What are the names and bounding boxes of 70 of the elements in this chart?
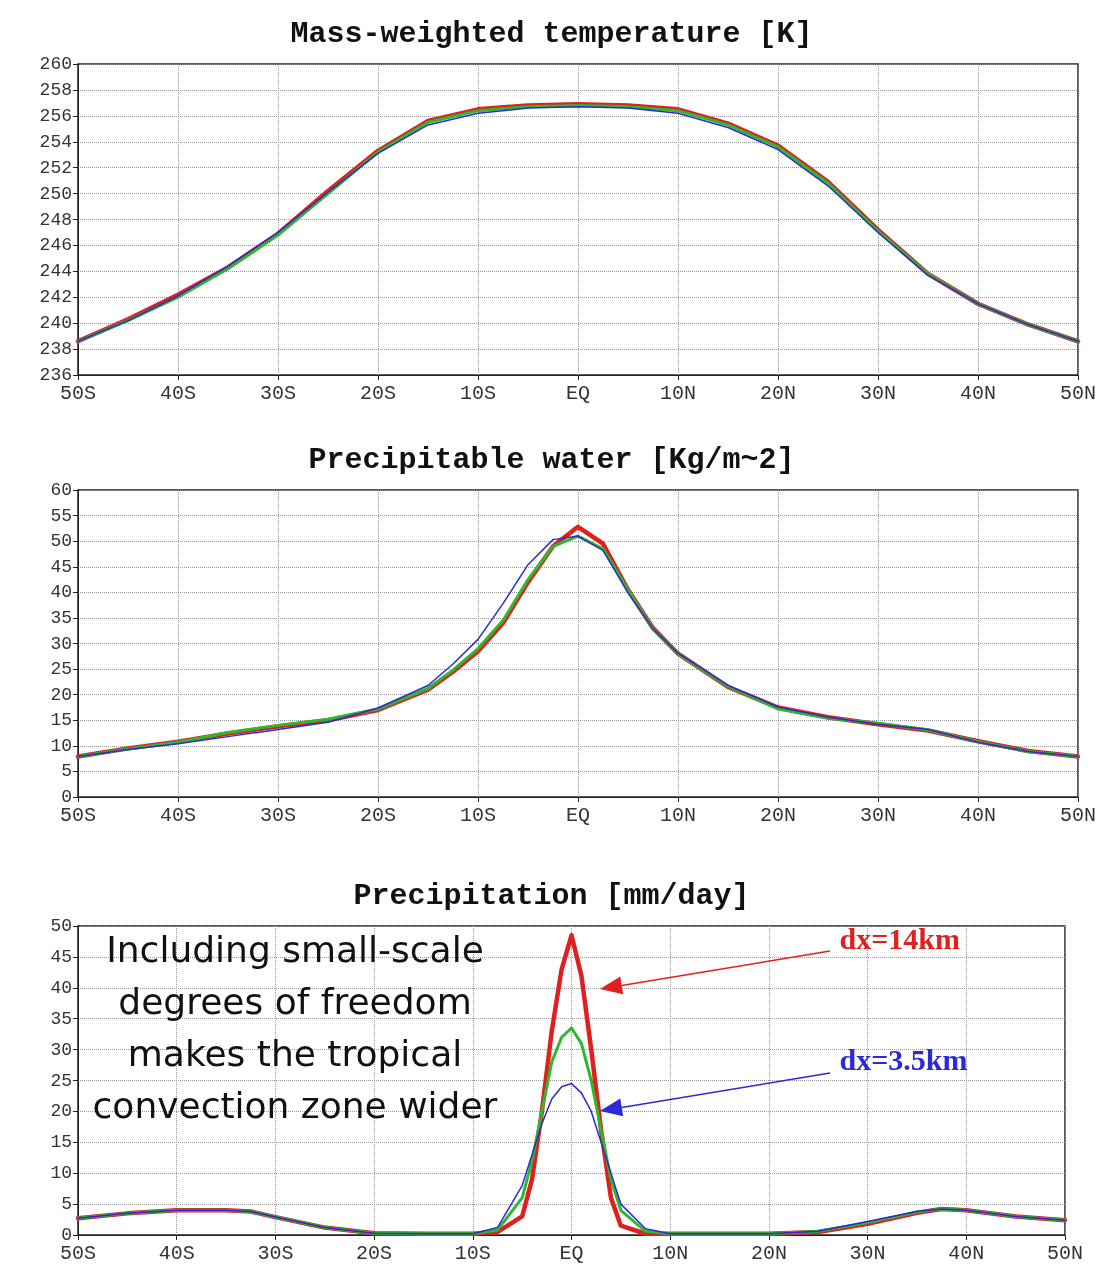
y-tick-label: 238	[39, 339, 72, 360]
y-tick-label: 254	[39, 131, 72, 152]
x-tick-label: EQ	[559, 1241, 584, 1265]
x-tick-label: 20N	[750, 1241, 787, 1265]
x-tick-label: EQ	[565, 803, 591, 827]
x-tick-label: 30N	[849, 1241, 886, 1265]
x-tick-label: 40S	[158, 1241, 195, 1265]
y-tick-label: 20	[50, 684, 72, 705]
y-tick-label: 30	[50, 633, 72, 654]
x-tick-label: 50N	[1059, 381, 1097, 405]
x-tick-label: 10N	[652, 1241, 689, 1265]
y-tick-label: 252	[39, 157, 72, 178]
chart-title: Precipitable water [Kg/m~2]	[308, 443, 795, 477]
y-tick-label: 50	[50, 531, 72, 552]
x-tick-label: 30N	[859, 803, 897, 827]
y-tick-label: 15	[50, 710, 72, 731]
x-tick-label: 20N	[759, 381, 797, 405]
y-tick-label: 35	[50, 1008, 72, 1029]
x-tick-label: 40N	[948, 1241, 985, 1265]
y-tick-label: 25	[50, 659, 72, 680]
annotation: Including small-scale degrees of freedom makes the tropical convection zone wider	[91, 928, 499, 1128]
y-tick-label: 35	[50, 607, 72, 628]
y-tick-label: 40	[50, 582, 72, 603]
y-tick-label: 246	[39, 235, 72, 256]
x-tick-label: 10S	[454, 1241, 491, 1265]
y-tick-label: 45	[50, 946, 72, 967]
y-tick-label: 250	[39, 183, 72, 204]
y-tick-label: 55	[50, 505, 72, 526]
chart-title: Mass-weighted temperature [K]	[290, 17, 813, 51]
x-tick-label: 40N	[959, 381, 997, 405]
y-tick-label: 256	[39, 105, 72, 126]
y-tick-label: 5	[61, 761, 72, 782]
y-tick-label: 242	[39, 287, 72, 308]
y-tick-label: 258	[39, 79, 72, 100]
x-tick-label: 50N	[1059, 803, 1097, 827]
x-tick-label: 20N	[759, 803, 797, 827]
x-tick-label: 40S	[159, 381, 197, 405]
y-tick-label: 30	[50, 1039, 72, 1060]
y-tick-label: 5	[61, 1194, 72, 1215]
x-tick-label: 40N	[959, 803, 997, 827]
y-tick-label: 260	[39, 54, 72, 74]
y-tick-label: 25	[50, 1070, 72, 1091]
y-tick-label: 240	[39, 313, 72, 334]
x-tick-label: 50N	[1046, 1241, 1084, 1265]
y-tick-label: 45	[50, 556, 72, 577]
y-tick-label: 10	[50, 735, 72, 756]
x-tick-label: 10N	[659, 381, 697, 405]
y-tick-label: 60	[50, 480, 72, 500]
y-tick-label: 50	[50, 916, 72, 936]
x-tick-label: 30S	[259, 803, 297, 827]
x-tick-label: 10S	[459, 381, 497, 405]
text: dx=3.5km	[839, 1043, 968, 1077]
x-tick-label: 20S	[356, 1241, 393, 1265]
x-tick-label: 30S	[259, 381, 297, 405]
x-tick-label: 40S	[159, 803, 197, 827]
y-tick-label: 244	[39, 261, 72, 282]
text: dx=14km	[839, 921, 960, 955]
chart-title: Precipitation [mm/day]	[353, 879, 750, 913]
y-tick-label: 40	[50, 977, 72, 998]
x-tick-label: 30N	[859, 381, 897, 405]
x-tick-label: 20S	[359, 381, 397, 405]
x-tick-label: 20S	[359, 803, 397, 827]
x-tick-label: EQ	[565, 381, 591, 405]
y-tick-label: 10	[50, 1163, 72, 1184]
x-tick-label: 30S	[257, 1241, 294, 1265]
y-tick-label: 15	[50, 1132, 72, 1153]
x-tick-label: 10N	[659, 803, 697, 827]
y-tick-label: 20	[50, 1101, 72, 1122]
y-tick-label: 248	[39, 209, 72, 230]
x-tick-label: 10S	[459, 803, 497, 827]
